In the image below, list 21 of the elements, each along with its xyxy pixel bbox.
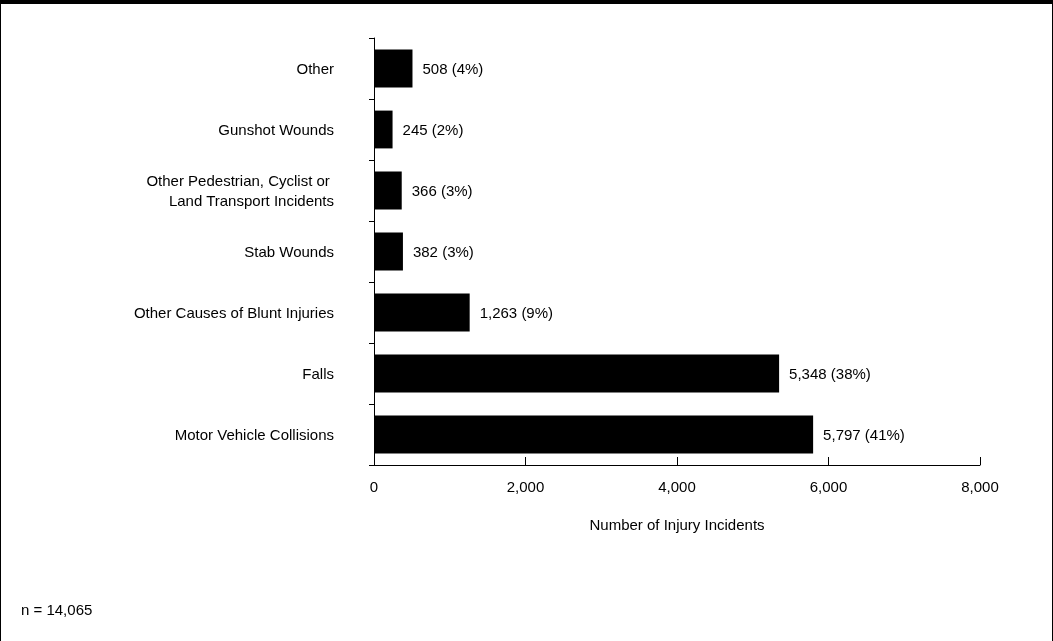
x-tick-label: 2,000 — [506, 478, 545, 495]
y-tick-label: Other Pedestrian, Cyclist or Land Transport Incidents — [146, 172, 334, 209]
data-label: 1,263 (9%) — [479, 304, 554, 321]
y-tick-label: Stab Wounds — [244, 243, 334, 260]
text: n = 14,065 — [21, 601, 93, 618]
data-label: 5,797 (41%) — [823, 426, 905, 443]
x-tick-label: 4,000 — [658, 478, 696, 495]
data-label: 245 (2%) — [402, 121, 464, 138]
x-tick-label: 8,000 — [961, 478, 999, 495]
y-tick-label: Other Causes of Blunt Injuries — [133, 304, 334, 321]
x-tick-label: 6,000 — [809, 478, 848, 495]
y-tick-label: Falls — [302, 365, 334, 382]
x-tick-label: 0 — [369, 478, 379, 495]
y-tick-label: Gunshot Wounds — [218, 121, 334, 138]
data-label: 508 (4%) — [422, 60, 484, 77]
data-label: 366 (3%) — [411, 182, 473, 199]
x-axis-title: Number of Injury Incidents — [589, 516, 765, 533]
data-label: 5,348 (38%) — [789, 365, 871, 382]
y-tick-label: Motor Vehicle Collisions — [174, 426, 334, 443]
y-tick-label: Other — [296, 60, 334, 77]
data-label: 382 (3%) — [412, 243, 474, 260]
